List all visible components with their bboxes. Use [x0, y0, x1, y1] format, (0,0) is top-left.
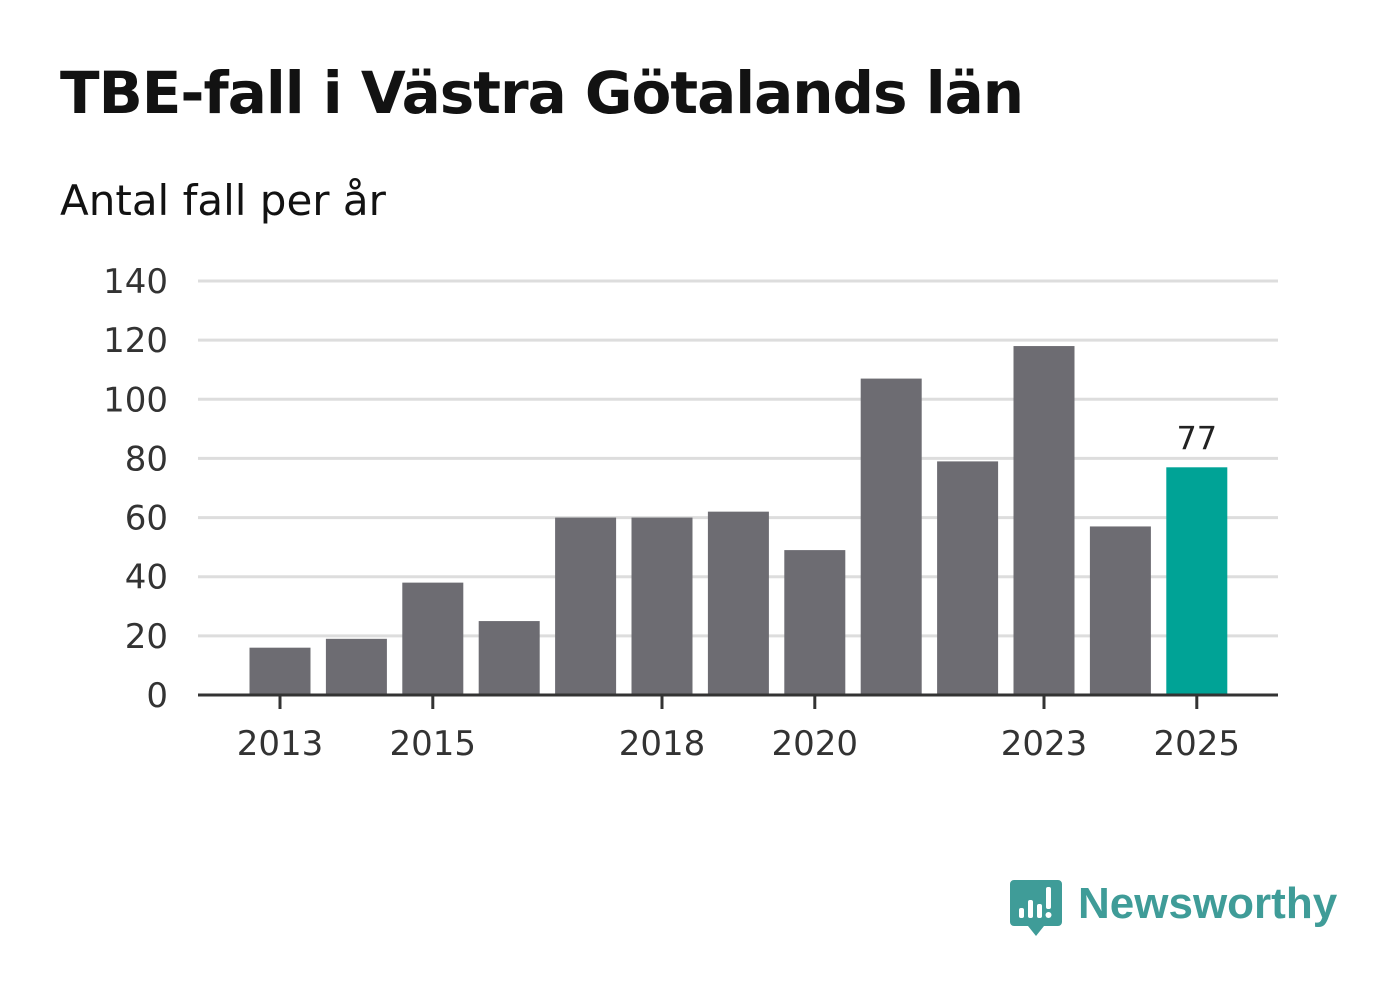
- newsworthy-logo: Newsworthy: [1010, 878, 1337, 942]
- bar-2013: [249, 647, 311, 695]
- bar-chart-speech-bubble-icon: [1010, 880, 1062, 936]
- y-tick-label-100: 100: [103, 380, 168, 420]
- y-tick-label-140: 140: [103, 262, 168, 302]
- bar-2018: [631, 517, 693, 695]
- bar-2020: [784, 550, 846, 695]
- x-tick-label-2018: 2018: [619, 724, 706, 764]
- bar-2019: [707, 511, 769, 695]
- chart-subtitle: Antal fall per år: [60, 176, 386, 225]
- y-tick-label-0: 0: [146, 676, 168, 716]
- bar-2023: [1013, 346, 1075, 695]
- x-tick-label-2015: 2015: [390, 724, 477, 764]
- data-label-2025: 77: [1176, 419, 1217, 457]
- y-tick-label-60: 60: [125, 499, 168, 539]
- labels: 0 20 40 60 80 100 120 140 2013 2015 2018 2020 2023 20…: [103, 262, 1240, 764]
- x-tick-label-2025: 2025: [1154, 724, 1241, 764]
- bar-2021: [860, 378, 922, 695]
- brand-name: Newsworthy: [1078, 879, 1338, 928]
- chart-title: TBE-fall i Västra Götalands län: [60, 59, 1024, 127]
- bar-2022: [937, 461, 999, 695]
- y-tick-label-40: 40: [125, 558, 168, 598]
- bar-2017: [555, 517, 617, 695]
- axes: [198, 693, 1278, 709]
- bars: [249, 346, 1228, 695]
- x-tick-label-2020: 2020: [772, 724, 859, 764]
- bar-2016: [478, 621, 540, 695]
- y-tick-label-80: 80: [125, 439, 168, 479]
- y-tick-label-20: 20: [125, 617, 168, 657]
- bar-2025: [1166, 467, 1228, 695]
- y-tick-label-120: 120: [103, 321, 168, 361]
- x-tick-label-2013: 2013: [237, 724, 324, 764]
- x-tick-label-2023: 2023: [1001, 724, 1088, 764]
- bar-2015: [402, 582, 464, 695]
- bar-2024: [1089, 526, 1151, 695]
- bar-2014: [325, 638, 387, 695]
